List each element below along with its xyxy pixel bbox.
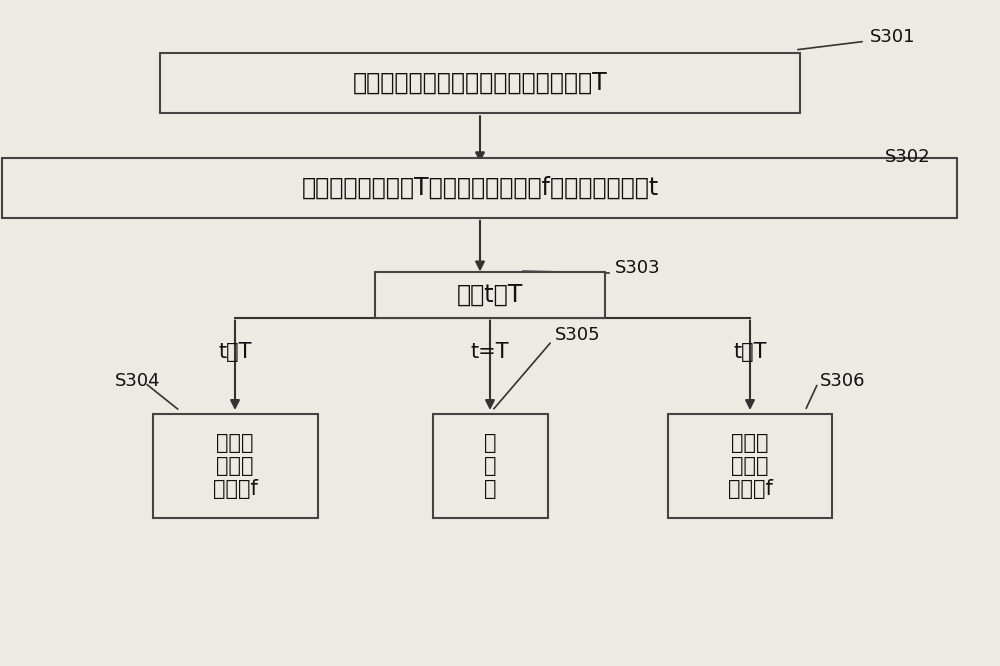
Text: t=T: t=T (471, 342, 509, 362)
Text: S304: S304 (115, 372, 161, 390)
Text: S303: S303 (615, 259, 661, 278)
Text: 用户设置制冷模式，设定出风设置温度T: 用户设置制冷模式，设定出风设置温度T (353, 71, 607, 95)
FancyBboxPatch shape (160, 53, 800, 113)
Text: 不
动
作: 不 动 作 (484, 433, 496, 500)
Text: 比较t和T: 比较t和T (457, 283, 523, 307)
Text: 降低压
缩机运
行频率f: 降低压 缩机运 行频率f (213, 433, 257, 500)
Text: 提高压
缩机运
行频率f: 提高压 缩机运 行频率f (728, 433, 772, 500)
Text: S305: S305 (555, 326, 601, 344)
Text: 检测出风设置温度T、压缩机运行频率f、室内出风温度t: 检测出风设置温度T、压缩机运行频率f、室内出风温度t (301, 176, 659, 200)
Text: S306: S306 (820, 372, 865, 390)
FancyBboxPatch shape (375, 272, 605, 318)
FancyBboxPatch shape (2, 158, 957, 218)
Text: S302: S302 (885, 147, 931, 166)
Text: t＜T: t＜T (218, 342, 252, 362)
FancyBboxPatch shape (152, 414, 318, 518)
FancyBboxPatch shape (432, 414, 548, 518)
Text: S301: S301 (870, 27, 915, 46)
FancyBboxPatch shape (668, 414, 832, 518)
Text: t＞T: t＞T (733, 342, 767, 362)
